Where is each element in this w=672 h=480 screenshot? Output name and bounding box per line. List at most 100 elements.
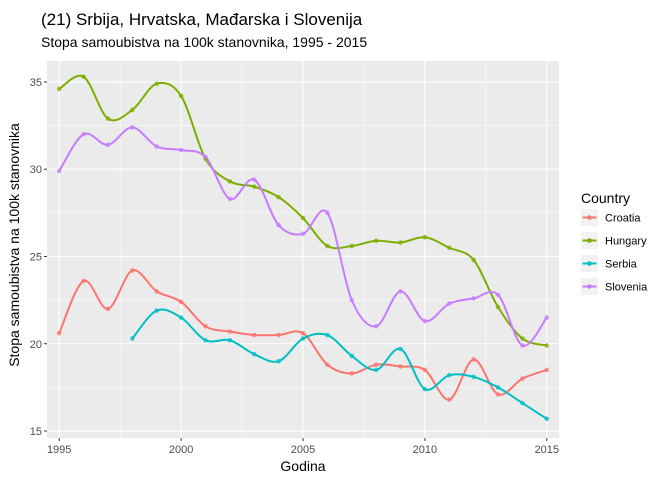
data-point-hungary — [325, 243, 330, 249]
legend-key-croatia — [581, 209, 598, 226]
data-point-slovenia — [251, 177, 257, 182]
y-tick-label: 20 — [30, 339, 42, 351]
legend-label-serbia: Serbia — [605, 259, 638, 271]
data-point-serbia — [130, 336, 135, 341]
data-point-serbia — [178, 315, 184, 320]
data-point-serbia — [203, 337, 208, 343]
data-point-hungary — [276, 194, 281, 200]
data-point-serbia — [422, 386, 428, 392]
data-point-hungary — [300, 215, 306, 221]
data-point-hungary — [154, 81, 160, 86]
data-point-slovenia — [325, 210, 330, 216]
data-point-serbia — [325, 332, 330, 338]
data-point-serbia — [227, 337, 233, 343]
data-point-serbia — [251, 351, 257, 357]
legend-key-slovenia — [581, 278, 598, 295]
data-point-slovenia — [398, 289, 403, 294]
legend-key-hungary — [581, 232, 598, 249]
data-point-hungary — [398, 240, 403, 245]
x-axis-title: Godina — [280, 458, 325, 474]
data-point-croatia — [154, 289, 160, 294]
data-point-hungary — [130, 107, 135, 113]
data-point-hungary — [81, 74, 86, 80]
x-tick-label: 2000 — [169, 444, 193, 456]
data-point-croatia — [178, 299, 184, 305]
y-tick-label: 30 — [30, 164, 42, 176]
legend-label-croatia: Croatia — [605, 213, 641, 225]
data-point-croatia — [300, 330, 306, 336]
data-point-hungary — [105, 116, 111, 121]
data-point-slovenia — [56, 168, 62, 174]
data-point-slovenia — [349, 297, 355, 303]
data-point-croatia — [251, 332, 257, 338]
legend-label-slovenia: Slovenia — [605, 282, 648, 294]
legend: Country Croatia Hungary Serbia Slovenia — [581, 190, 648, 295]
y-axis: 15 20 25 30 35 — [30, 77, 47, 438]
data-point-slovenia — [495, 292, 501, 298]
legend-title: Country — [581, 190, 630, 206]
data-point-slovenia — [300, 231, 306, 237]
data-point-slovenia — [154, 144, 160, 149]
data-point-hungary — [422, 234, 428, 240]
data-point-serbia — [495, 385, 501, 390]
data-point-croatia — [471, 357, 476, 362]
data-point-slovenia — [227, 196, 233, 202]
data-point-serbia — [300, 336, 306, 341]
data-point-croatia — [81, 278, 86, 284]
chart-subtitle: Stopa samoubistva na 100k stanovnika, 19… — [41, 34, 367, 50]
data-point-croatia — [495, 392, 501, 397]
data-point-serbia — [471, 374, 476, 380]
legend-label-hungary: Hungary — [605, 236, 647, 248]
x-tick-label: 2015 — [535, 444, 559, 456]
series-points — [56, 74, 550, 422]
data-point-hungary — [520, 336, 525, 341]
data-point-hungary — [446, 245, 452, 251]
data-point-hungary — [495, 304, 501, 310]
data-point-croatia — [56, 330, 62, 336]
data-point-croatia — [446, 397, 452, 402]
x-tick-label: 1995 — [47, 444, 71, 456]
data-point-croatia — [130, 268, 135, 273]
data-point-croatia — [349, 371, 355, 376]
data-point-serbia — [398, 346, 403, 352]
y-tick-label: 25 — [30, 251, 42, 263]
x-tick-label: 2010 — [413, 444, 437, 456]
x-axis: 1995 2000 2005 2010 2015 — [47, 438, 559, 456]
data-point-serbia — [544, 416, 550, 422]
legend-key-serbia — [581, 255, 598, 272]
y-tick-label: 35 — [30, 77, 42, 89]
data-point-serbia — [520, 400, 525, 406]
data-point-serbia — [349, 353, 355, 359]
x-tick-label: 2005 — [291, 444, 315, 456]
data-point-slovenia — [203, 154, 208, 160]
data-point-hungary — [56, 86, 62, 92]
data-point-hungary — [251, 184, 257, 189]
data-point-serbia — [276, 358, 281, 364]
data-point-serbia — [373, 367, 379, 373]
data-point-hungary — [471, 257, 476, 263]
data-point-croatia — [105, 306, 111, 312]
major-gridlines — [47, 61, 559, 438]
data-point-croatia — [373, 362, 379, 367]
data-point-serbia — [154, 308, 160, 313]
data-point-croatia — [325, 362, 330, 367]
data-point-hungary — [544, 343, 550, 348]
data-point-slovenia — [130, 125, 135, 130]
data-point-slovenia — [81, 132, 86, 137]
data-point-hungary — [178, 93, 184, 99]
data-point-serbia — [446, 372, 452, 378]
data-point-slovenia — [105, 142, 111, 148]
data-point-croatia — [203, 323, 208, 329]
data-point-croatia — [422, 367, 428, 373]
data-point-croatia — [398, 364, 403, 369]
data-point-hungary — [227, 179, 233, 184]
y-tick-label: 15 — [30, 426, 42, 438]
data-point-hungary — [373, 238, 379, 244]
data-point-hungary — [349, 243, 355, 249]
data-point-slovenia — [446, 301, 452, 306]
data-point-slovenia — [373, 323, 379, 329]
data-point-slovenia — [178, 147, 184, 153]
data-point-croatia — [544, 367, 550, 373]
data-point-slovenia — [276, 222, 281, 228]
